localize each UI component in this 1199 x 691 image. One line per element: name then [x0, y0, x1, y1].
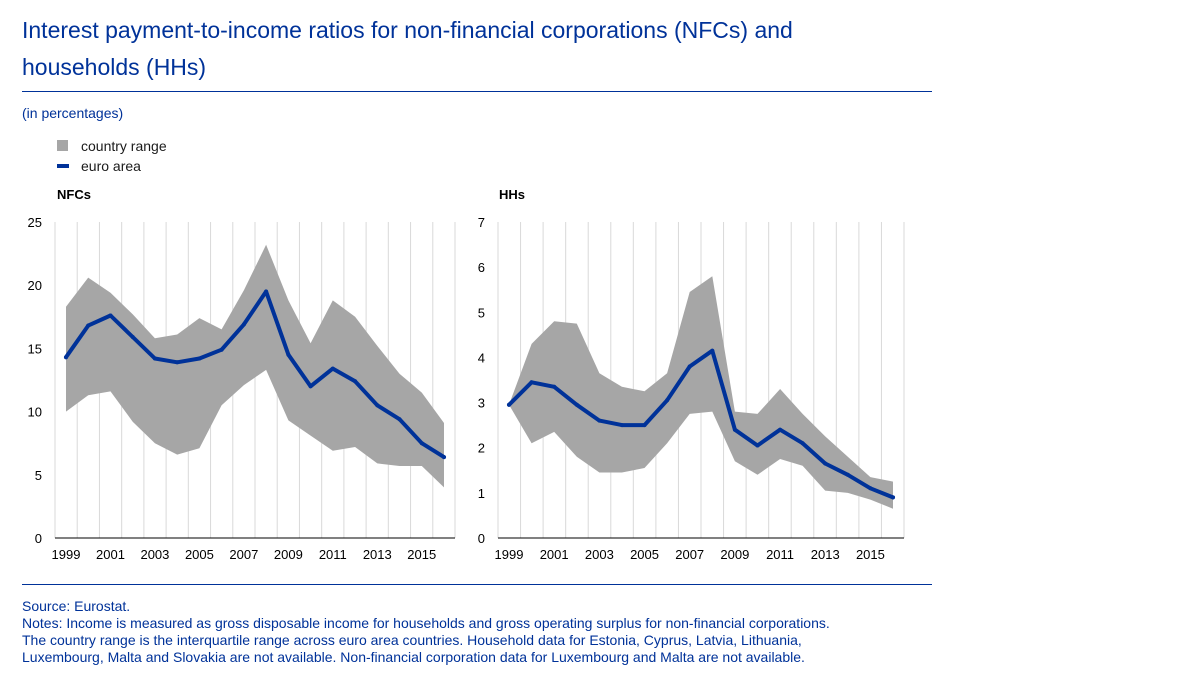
euro-area-point-hhs-2006 — [665, 398, 670, 403]
chart-subtitle: (in percentages) — [22, 105, 124, 121]
euro-area-point-nfcs-1999 — [64, 355, 68, 360]
x-tick-label-nfcs-2011: 2011 — [319, 547, 347, 562]
chart-title-line-2: households (HHs) — [22, 54, 207, 80]
y-tick-label-hhs-2: 2 — [478, 441, 485, 456]
euro-area-point-nfcs-2010 — [308, 384, 313, 389]
x-tick-label-nfcs-2007: 2007 — [229, 547, 258, 562]
source-text: Source: Eurostat. — [22, 598, 131, 614]
euro-area-point-nfcs-2015 — [419, 441, 424, 446]
legend-label-line: euro area — [81, 158, 141, 174]
title-divider — [22, 91, 932, 92]
euro-area-point-hhs-2013 — [823, 461, 828, 466]
y-tick-label-hhs-3: 3 — [478, 396, 485, 411]
euro-area-point-hhs-2002 — [574, 402, 579, 407]
euro-area-point-nfcs-2016 — [442, 455, 446, 460]
y-tick-label-nfcs-10: 10 — [28, 405, 42, 420]
euro-area-point-hhs-2001 — [552, 384, 557, 389]
chart-title: Interest payment-to-income ratios for no… — [22, 12, 922, 86]
euro-area-point-hhs-2005 — [642, 423, 647, 428]
x-tick-label-nfcs-1999: 1999 — [52, 547, 81, 562]
y-tick-label-hhs-6: 6 — [478, 260, 485, 275]
y-tick-label-nfcs-25: 25 — [28, 215, 42, 230]
euro-area-point-nfcs-2004 — [175, 360, 180, 365]
x-tick-label-nfcs-2003: 2003 — [140, 547, 169, 562]
euro-area-point-nfcs-2007 — [241, 322, 246, 327]
y-tick-label-hhs-4: 4 — [478, 350, 485, 365]
euro-area-point-hhs-2007 — [687, 364, 692, 369]
euro-area-point-hhs-2011 — [778, 427, 783, 432]
euro-area-point-hhs-1999 — [507, 402, 511, 407]
euro-area-point-hhs-2012 — [800, 441, 805, 446]
euro-area-point-nfcs-2013 — [375, 403, 380, 408]
notes-line-1: Notes: Income is measured as gross dispo… — [22, 615, 830, 631]
euro-area-line-nfcs — [64, 289, 446, 460]
x-tick-label-hhs-2005: 2005 — [630, 547, 659, 562]
y-tick-label-nfcs-0: 0 — [35, 531, 42, 546]
x-tick-label-hhs-2003: 2003 — [585, 547, 614, 562]
euro-area-point-nfcs-2009 — [286, 352, 291, 357]
euro-area-point-nfcs-2000 — [86, 323, 91, 328]
euro-area-point-hhs-2010 — [755, 443, 760, 448]
x-tick-label-nfcs-2005: 2005 — [185, 547, 214, 562]
euro-area-point-hhs-2016 — [891, 495, 895, 500]
footer-divider — [22, 584, 932, 585]
euro-area-point-nfcs-2001 — [108, 313, 113, 318]
country-range-band-hhs — [509, 276, 893, 509]
euro-area-line-hhs — [507, 348, 895, 500]
y-tick-label-nfcs-20: 20 — [28, 278, 42, 293]
euro-area-point-nfcs-2014 — [397, 417, 402, 422]
euro-area-point-nfcs-2011 — [330, 366, 335, 371]
euro-area-point-nfcs-2008 — [264, 289, 269, 294]
chart-title-line-1: Interest payment-to-income ratios for no… — [22, 17, 793, 43]
x-tick-label-nfcs-2013: 2013 — [363, 547, 392, 562]
y-tick-label-hhs-1: 1 — [478, 486, 485, 501]
euro-area-point-nfcs-2005 — [197, 356, 202, 361]
notes-line-2: The country range is the interquartile r… — [22, 632, 802, 648]
x-tick-label-nfcs-2009: 2009 — [274, 547, 303, 562]
euro-area-point-hhs-2015 — [868, 486, 873, 491]
euro-area-point-hhs-2000 — [529, 380, 534, 385]
euro-area-point-hhs-2004 — [619, 423, 624, 428]
euro-area-point-hhs-2014 — [845, 472, 850, 477]
legend-label-range: country range — [81, 138, 167, 154]
panel-label-hhs: HHs — [499, 187, 526, 202]
legend-item-range: country range — [57, 136, 167, 156]
legend-item-line: euro area — [57, 156, 167, 176]
x-tick-label-hhs-2007: 2007 — [675, 547, 704, 562]
euro-area-point-hhs-2003 — [597, 418, 602, 423]
x-tick-label-hhs-2001: 2001 — [540, 547, 569, 562]
x-tick-label-nfcs-2001: 2001 — [96, 547, 125, 562]
legend-swatch-line — [57, 164, 69, 168]
y-tick-label-hhs-7: 7 — [478, 215, 485, 230]
euro-area-point-hhs-2009 — [732, 427, 737, 432]
x-tick-label-hhs-2015: 2015 — [856, 547, 885, 562]
euro-area-point-nfcs-2002 — [130, 335, 135, 339]
legend: country range euro area — [57, 136, 167, 176]
y-tick-label-nfcs-15: 15 — [28, 341, 42, 356]
y-tick-label-nfcs-5: 5 — [35, 468, 42, 483]
euro-area-point-hhs-2008 — [710, 348, 715, 353]
y-tick-label-hhs-0: 0 — [478, 531, 485, 546]
country-range-band-nfcs — [66, 244, 444, 488]
x-tick-label-hhs-2013: 2013 — [811, 547, 840, 562]
euro-area-point-nfcs-2003 — [152, 356, 157, 361]
x-tick-label-hhs-2009: 2009 — [720, 547, 749, 562]
notes-line-3: Luxembourg, Malta and Slovakia are not a… — [22, 649, 805, 665]
x-tick-label-hhs-1999: 1999 — [495, 547, 524, 562]
source-notes: Source: Eurostat. Notes: Income is measu… — [22, 598, 922, 666]
euro-area-point-nfcs-2006 — [219, 347, 224, 352]
legend-swatch-range — [57, 140, 68, 151]
y-tick-label-hhs-5: 5 — [478, 305, 485, 320]
euro-area-point-nfcs-2012 — [353, 379, 358, 384]
x-tick-label-hhs-2011: 2011 — [766, 547, 794, 562]
x-tick-label-nfcs-2015: 2015 — [407, 547, 436, 562]
panel-label-nfcs: NFCs — [57, 187, 91, 202]
